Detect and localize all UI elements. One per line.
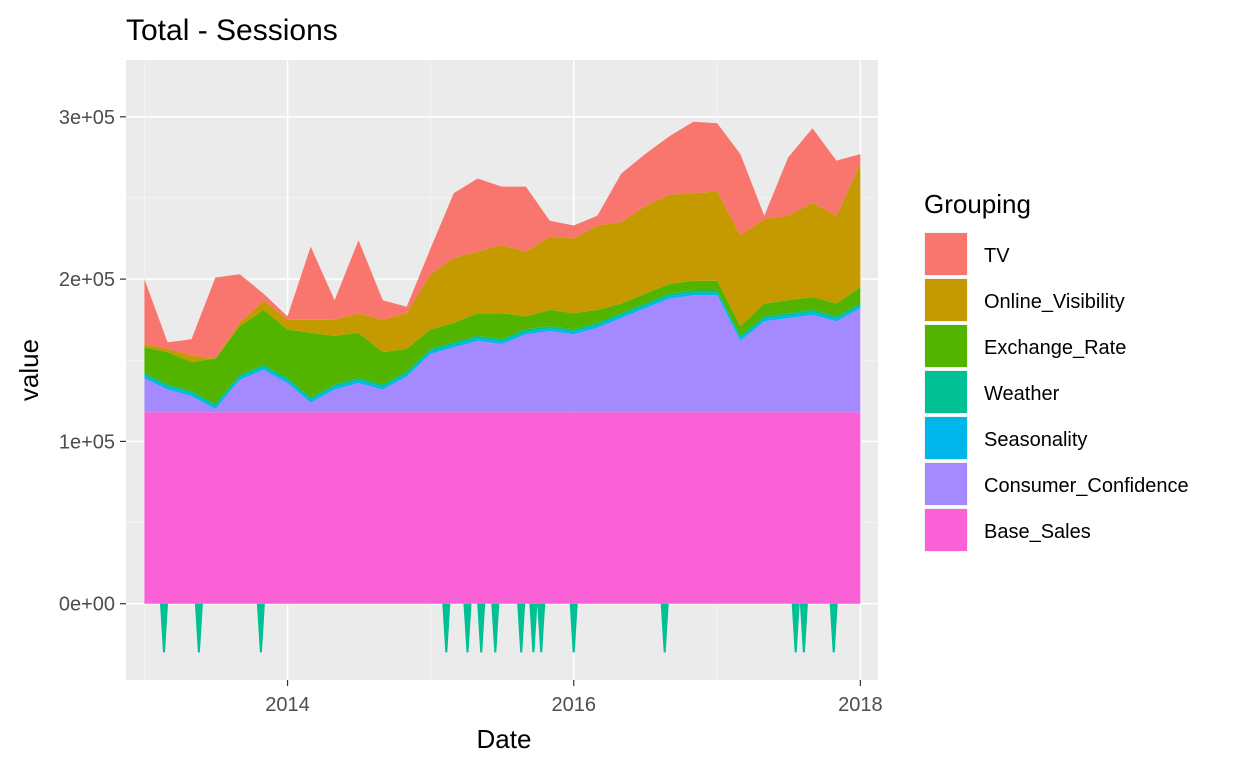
legend-swatch-weather xyxy=(925,371,967,413)
legend-label-seasonality: Seasonality xyxy=(984,429,1087,451)
legend-swatch-consumer-confidence xyxy=(925,463,967,505)
area-online-visibility xyxy=(144,163,861,362)
area-tv xyxy=(144,121,861,359)
weather-negative-dip xyxy=(491,603,500,653)
weather-negative-dip xyxy=(256,603,265,653)
legend-swatch-seasonality xyxy=(925,417,967,459)
legend-title: Grouping xyxy=(924,189,1031,219)
weather-negative-dip xyxy=(517,603,526,653)
y-tick-label: 2e+05 xyxy=(59,269,115,291)
weather-negative-dip xyxy=(160,603,168,653)
weather-negative-dip xyxy=(194,603,203,653)
weather-negative-dip xyxy=(442,603,451,653)
legend: Grouping TV Online_Visibility Exchange_Rat… xyxy=(924,189,1189,552)
x-axis-ticks: 2014 2016 2018 xyxy=(265,680,883,716)
weather-negative-dip xyxy=(477,603,486,653)
legend-swatch-tv xyxy=(925,233,967,275)
chart-title: Total - Sessions xyxy=(126,14,338,47)
y-tick-label: 0e+00 xyxy=(59,594,115,616)
weather-negative-dip xyxy=(799,603,808,653)
weather-negative-dip xyxy=(537,603,546,653)
legend-swatch-exchange-rate xyxy=(925,325,967,367)
legend-swatch-base-sales xyxy=(925,509,967,551)
y-tick-label: 3e+05 xyxy=(59,107,115,129)
weather-negative-dip xyxy=(529,603,538,653)
x-tick-label: 2016 xyxy=(551,694,596,716)
legend-label-weather: Weather xyxy=(984,383,1060,405)
area-base-sales xyxy=(144,412,861,604)
y-axis-ticks: 0e+00 1e+05 2e+05 3e+05 xyxy=(59,107,126,616)
legend-label-consumer-confidence: Consumer_Confidence xyxy=(984,475,1189,497)
weather-negative-dip xyxy=(829,603,838,653)
weather-negative-dip xyxy=(791,603,800,653)
x-axis-title: Date xyxy=(477,724,532,754)
legend-swatch-online-visibility xyxy=(925,279,967,321)
weather-negative-dip xyxy=(463,603,472,653)
y-tick-label: 1e+05 xyxy=(59,431,115,453)
legend-label-tv: TV xyxy=(984,245,1010,267)
area-consumer-confidence xyxy=(144,295,861,413)
x-tick-label: 2014 xyxy=(265,694,310,716)
y-axis-title: value xyxy=(14,339,44,401)
legend-label-exchange-rate: Exchange_Rate xyxy=(984,337,1126,359)
weather-negative-dip xyxy=(569,603,578,653)
area-series-group xyxy=(144,121,861,653)
legend-label-base-sales: Base_Sales xyxy=(984,521,1091,543)
area-exchange-rate xyxy=(144,280,861,405)
weather-negative-dip xyxy=(660,603,669,653)
x-tick-label: 2018 xyxy=(838,694,883,716)
legend-label-online-visibility: Online_Visibility xyxy=(984,291,1125,313)
